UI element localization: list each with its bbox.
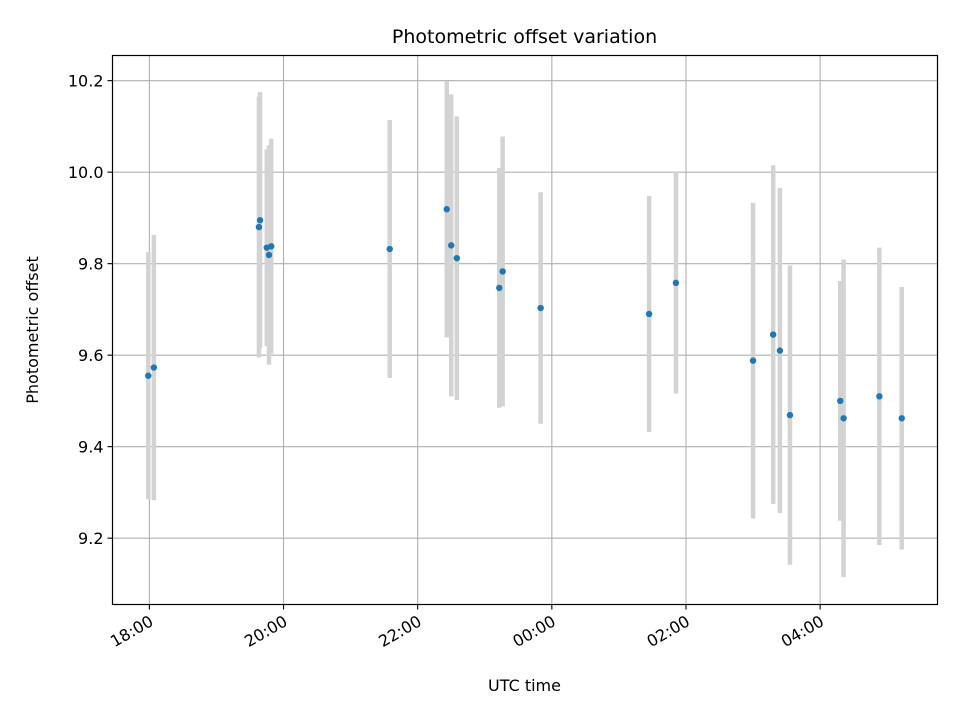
- data-point: [255, 223, 263, 231]
- y-tick-label: 10.0: [68, 163, 104, 182]
- data-point: [776, 347, 784, 354]
- data-point: [840, 415, 847, 422]
- grid: [112, 55, 938, 605]
- data-point: [443, 206, 450, 213]
- data-point: [749, 357, 757, 364]
- y-tick-label: 9.8: [78, 255, 103, 274]
- x-axis-label: UTC time: [488, 676, 561, 695]
- data-point: [496, 284, 503, 292]
- data-point: [898, 415, 905, 422]
- data-point: [645, 310, 653, 318]
- data-point: [837, 397, 844, 405]
- data-point: [769, 331, 777, 338]
- data-point: [786, 411, 794, 419]
- data-points: [145, 206, 905, 422]
- data-point: [448, 242, 455, 249]
- data-point: [453, 254, 461, 262]
- y-tick-label: 9.4: [78, 438, 103, 457]
- data-point: [537, 304, 544, 312]
- y-axis-label: Photometric offset: [23, 256, 42, 404]
- data-point: [150, 364, 158, 371]
- data-point: [145, 372, 152, 379]
- plot-frame: [111, 54, 939, 606]
- data-point: [256, 217, 264, 224]
- y-tick-label: 10.2: [68, 72, 104, 91]
- chart-title: Photometric offset variation: [392, 26, 657, 48]
- y-tick-label: 9.6: [78, 346, 103, 365]
- data-point: [386, 245, 393, 253]
- data-point: [876, 393, 883, 400]
- data-point: [265, 251, 273, 259]
- data-point: [672, 279, 680, 287]
- y-tick-label: 9.2: [78, 529, 103, 548]
- data-point: [499, 268, 506, 275]
- data-point: [268, 243, 275, 250]
- y-axis-ticks: 9.2 9.4 9.6 9.8 10.0 10.2: [68, 72, 113, 548]
